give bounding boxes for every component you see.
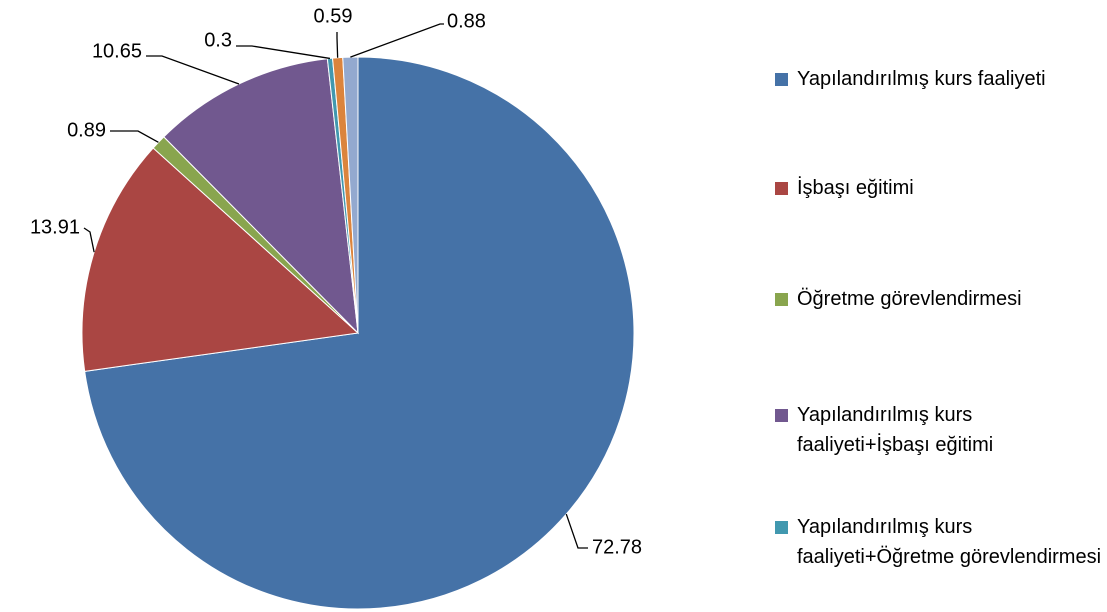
- legend-label: İşbaşı eğitimi: [797, 177, 914, 199]
- leader-line: [236, 45, 331, 60]
- legend-item: Yapılandırılmış kurs faaliyeti: [775, 64, 1105, 94]
- data-label: 0.88: [447, 10, 486, 32]
- leader-line: [146, 55, 240, 85]
- legend-label: Yapılandırılmış kurs faaliyeti: [797, 68, 1046, 90]
- pie-area: 72.78 13.91 0.89 10.65 0.3 0.59 0.88: [30, 5, 642, 610]
- legend-swatch: [775, 409, 788, 422]
- data-label: 10.65: [92, 40, 142, 62]
- leader-line: [83, 227, 95, 253]
- leader-line: [350, 23, 444, 58]
- legend-swatch: [775, 293, 788, 306]
- legend-item: Öğretme görevlendirmesi: [775, 284, 1105, 314]
- pie-slice: [342, 56, 359, 334]
- pie-slice: [163, 58, 359, 335]
- data-label: 13.91: [30, 216, 80, 238]
- legend-swatch: [775, 73, 788, 86]
- legend-item: İşbaşı eğitimi: [775, 173, 1105, 203]
- legend-label: Öğretme görevlendirmesi: [797, 288, 1022, 310]
- data-label: 72.78: [592, 536, 642, 558]
- leader-line: [565, 513, 588, 549]
- legend-swatch: [775, 521, 788, 534]
- data-label: 0.3: [204, 29, 232, 51]
- leader-line: [110, 130, 159, 143]
- legend-item: Yapılandırılmış kurs faaliyeti+Öğretme g…: [775, 512, 1105, 572]
- pie-slice: [84, 56, 635, 610]
- data-label: 0.59: [314, 5, 353, 27]
- legend-label: Yapılandırılmış kurs faaliyeti+İşbaşı eğ…: [797, 404, 994, 456]
- leader-line: [336, 32, 339, 58]
- data-label: 0.89: [67, 119, 106, 141]
- legend-item: Yapılandırılmış kurs faaliyeti+İşbaşı eğ…: [775, 400, 1105, 460]
- legend-label: Yapılandırılmış kurs faaliyeti+Öğretme g…: [797, 516, 1102, 568]
- legend-swatch: [775, 182, 788, 195]
